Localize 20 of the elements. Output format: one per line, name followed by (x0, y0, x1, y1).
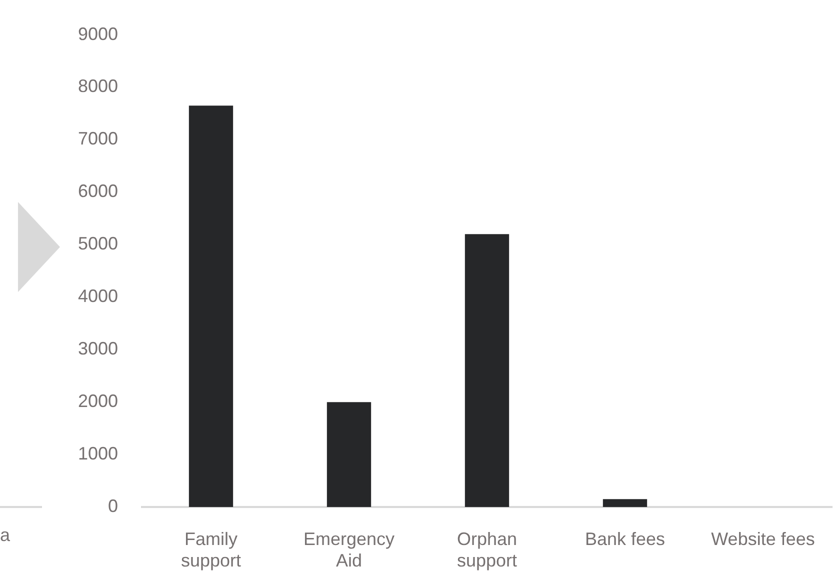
y-tick-label: 3000 (78, 338, 118, 359)
y-tick-label: 8000 (78, 76, 118, 96)
x-tick-label: Bank fees (584, 528, 666, 549)
y-tick-label: 7000 (78, 128, 118, 149)
y-tick-label: 1000 (78, 444, 118, 464)
y-tick-label: 4000 (78, 286, 118, 306)
y-tick-label: 0 (108, 496, 118, 516)
y-tick-label: 5000 (78, 234, 118, 254)
x-tick-label: Family support (180, 528, 242, 570)
x-tick-label: Orphan support (456, 528, 518, 570)
y-tick-label: 9000 (78, 24, 118, 44)
x-tick-label: Website fees (711, 528, 815, 549)
text: a (0, 524, 11, 545)
bar (602, 499, 648, 507)
bar (326, 402, 372, 507)
y-tick-label: 2000 (78, 391, 118, 412)
bar (188, 106, 234, 507)
x-tick-label: Emergency Aid (303, 528, 395, 570)
bar (464, 234, 510, 507)
y-tick-label: 6000 (78, 181, 118, 202)
